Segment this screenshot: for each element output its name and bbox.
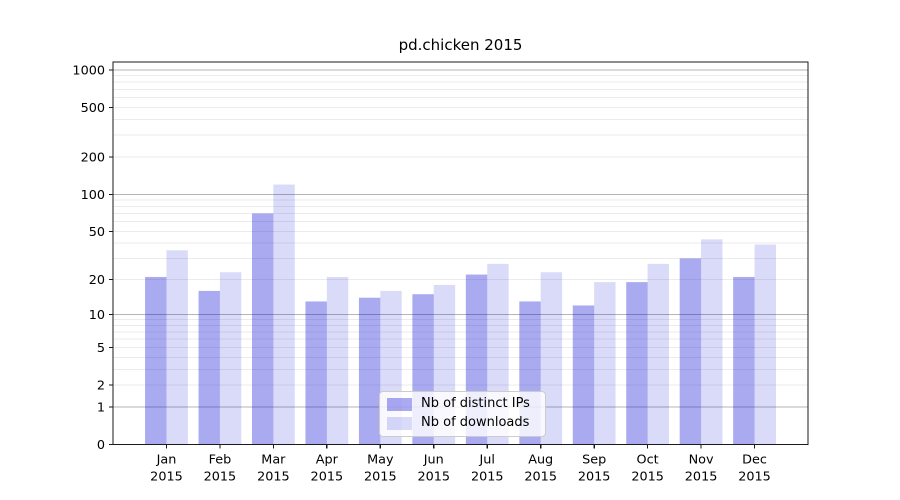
x-tick-label-month: May — [367, 453, 394, 468]
bar-distinct-ips-oct — [626, 282, 648, 445]
legend-row-distinct-ips: Nb of distinct IPs — [387, 397, 536, 411]
bar-distinct-ips-jan — [145, 276, 167, 445]
bar-downloads-oct — [647, 263, 669, 445]
legend: Nb of distinct IPs Nb of downloads — [379, 391, 546, 437]
x-tick-label-month: Dec — [742, 453, 767, 468]
bar-downloads-mar — [273, 184, 295, 445]
bar-downloads-aug — [540, 272, 563, 445]
bar-downloads-sep — [594, 282, 616, 445]
x-tick-label-year: 2015 — [471, 470, 504, 485]
x-tick-label-year: 2015 — [150, 470, 183, 485]
x-tick-label-year: 2015 — [578, 470, 611, 485]
y-tick-label: 100 — [81, 188, 105, 203]
x-tick-label-month: Jan — [156, 453, 177, 468]
x-tick-label-month: Aug — [528, 453, 553, 468]
x-tick-label-year: 2015 — [311, 470, 344, 485]
x-tick-label-month: Nov — [689, 453, 714, 468]
x-tick-label-year: 2015 — [257, 470, 290, 485]
bar-downloads-apr — [326, 276, 349, 445]
bar-distinct-ips-apr — [305, 301, 327, 445]
y-tick-label: 0 — [97, 438, 105, 453]
x-tick-label-year: 2015 — [631, 470, 664, 485]
y-tick-label: 500 — [81, 101, 105, 116]
x-tick-label-month: Mar — [261, 453, 286, 468]
bar-distinct-ips-mar — [252, 213, 274, 445]
bar-downloads-feb — [219, 272, 242, 445]
x-tick-label-year: 2015 — [524, 470, 557, 485]
bar-distinct-ips-dec — [733, 276, 755, 445]
bar-downloads-nov — [701, 239, 723, 445]
y-tick-label: 10 — [89, 308, 105, 323]
bar-distinct-ips-sep — [572, 305, 595, 445]
legend-swatch-downloads — [387, 416, 412, 430]
bar-downloads-dec — [754, 244, 776, 445]
legend-label-distinct-ips: Nb of distinct IPs — [421, 396, 530, 411]
y-tick-label: 1 — [97, 400, 105, 415]
legend-row-downloads: Nb of downloads — [387, 416, 536, 430]
x-tick-label-year: 2015 — [417, 470, 450, 485]
y-tick-label: 20 — [89, 273, 105, 288]
x-tick-label-month: Jun — [423, 453, 444, 468]
legend-label-downloads: Nb of downloads — [421, 415, 530, 430]
x-tick-label-month: Oct — [637, 453, 659, 468]
y-tick-label: 200 — [81, 151, 105, 166]
x-tick-label-month: Jul — [479, 453, 495, 468]
x-tick-label-month: Sep — [582, 453, 606, 468]
bar-distinct-ips-may — [358, 297, 381, 445]
x-tick-label-month: Apr — [316, 453, 339, 468]
y-tick-label: 50 — [89, 225, 105, 240]
x-tick-label-month: Feb — [209, 453, 232, 468]
legend-swatch-distinct-ips — [387, 397, 412, 411]
x-tick-label-year: 2015 — [738, 470, 771, 485]
bar-downloads-jan — [166, 250, 188, 445]
y-tick-label: 5 — [97, 341, 105, 356]
y-tick-label: 2 — [97, 378, 105, 393]
x-tick-label-year: 2015 — [364, 470, 397, 485]
x-tick-label-year: 2015 — [204, 470, 237, 485]
bar-distinct-ips-nov — [679, 258, 702, 445]
bar-distinct-ips-feb — [198, 290, 220, 445]
x-tick-label-year: 2015 — [685, 470, 718, 485]
y-tick-label: 1000 — [72, 64, 105, 79]
chart-title: pd.chicken 2015 — [398, 36, 523, 54]
plot-border — [112, 61, 809, 446]
